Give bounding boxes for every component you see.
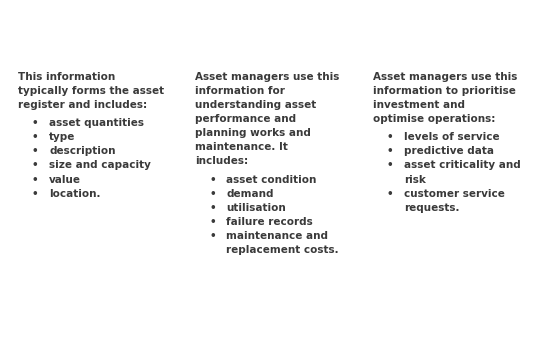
Text: maintenance. It: maintenance. It xyxy=(195,142,288,152)
Text: •: • xyxy=(386,146,393,157)
Text: Basic asset information: Basic asset information xyxy=(12,27,169,40)
Text: •: • xyxy=(32,175,39,184)
Text: •: • xyxy=(386,132,393,142)
Text: failure records: failure records xyxy=(226,217,313,227)
Text: •: • xyxy=(209,217,216,227)
Text: predictive data: predictive data xyxy=(404,146,494,157)
Text: •: • xyxy=(209,203,216,213)
Text: Advanced asset
information: Advanced asset information xyxy=(393,20,497,48)
Text: asset quantities: asset quantities xyxy=(49,118,144,128)
Text: description: description xyxy=(49,146,116,157)
Text: Asset managers use this: Asset managers use this xyxy=(373,72,517,82)
Text: •: • xyxy=(209,189,216,198)
Text: asset criticality and: asset criticality and xyxy=(404,161,520,170)
Text: performance and: performance and xyxy=(195,114,296,124)
Text: information to prioritise: information to prioritise xyxy=(373,86,516,96)
Text: investment and: investment and xyxy=(373,100,465,110)
Text: understanding asset: understanding asset xyxy=(195,100,316,110)
Text: •: • xyxy=(209,231,216,241)
Text: asset condition: asset condition xyxy=(226,175,317,184)
Text: requests.: requests. xyxy=(404,203,459,213)
Text: includes:: includes: xyxy=(195,156,248,166)
Text: levels of service: levels of service xyxy=(404,132,500,142)
Text: •: • xyxy=(32,189,39,198)
Text: size and capacity: size and capacity xyxy=(49,161,151,170)
Text: type: type xyxy=(49,132,76,142)
Text: •: • xyxy=(32,132,39,142)
Text: risk: risk xyxy=(404,175,426,184)
Text: •: • xyxy=(386,189,393,198)
Text: •: • xyxy=(386,161,393,170)
Text: •: • xyxy=(32,161,39,170)
Text: value: value xyxy=(49,175,81,184)
Text: register and includes:: register and includes: xyxy=(18,100,147,110)
Text: information for: information for xyxy=(195,86,285,96)
Text: typically forms the asset: typically forms the asset xyxy=(18,86,164,96)
Text: •: • xyxy=(32,146,39,157)
Text: This information: This information xyxy=(18,72,115,82)
Text: location.: location. xyxy=(49,189,101,198)
Text: Asset lifecycle
information: Asset lifecycle information xyxy=(220,20,316,48)
Text: optimise operations:: optimise operations: xyxy=(373,114,495,124)
Text: •: • xyxy=(209,175,216,184)
Text: •: • xyxy=(32,118,39,128)
Text: planning works and: planning works and xyxy=(195,128,311,138)
Text: Asset managers use this: Asset managers use this xyxy=(195,72,340,82)
Text: maintenance and: maintenance and xyxy=(226,231,329,241)
Text: utilisation: utilisation xyxy=(226,203,286,213)
Text: demand: demand xyxy=(226,189,274,198)
Text: customer service: customer service xyxy=(404,189,504,198)
Text: replacement costs.: replacement costs. xyxy=(226,245,339,255)
